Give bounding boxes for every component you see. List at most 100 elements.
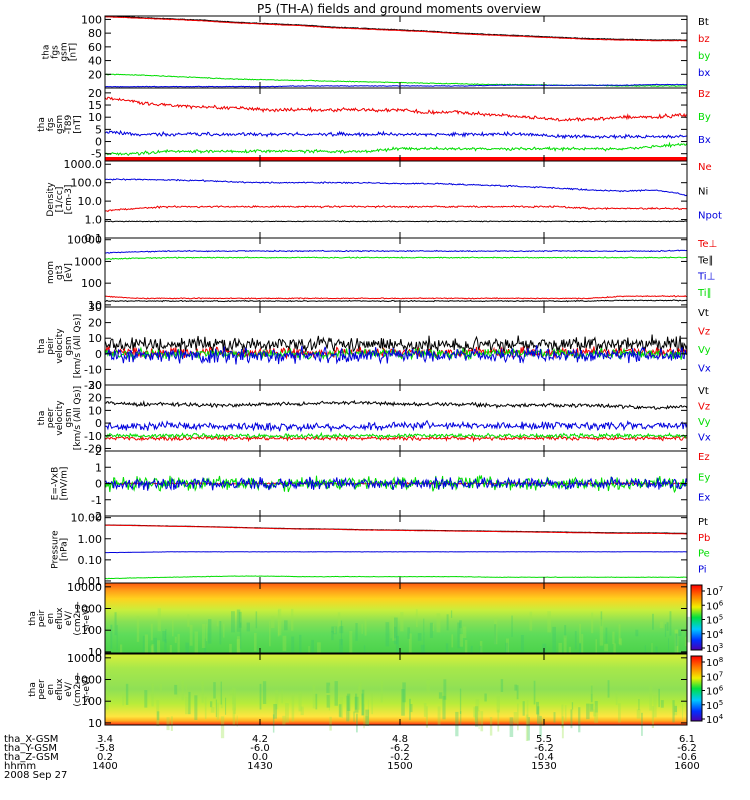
spectrogram-texture bbox=[649, 686, 653, 711]
legend-label: Te∥ bbox=[697, 255, 714, 266]
spectrogram-texture bbox=[282, 635, 287, 651]
footer-value: 4.8 bbox=[392, 734, 408, 745]
spectrogram-texture bbox=[506, 638, 509, 663]
spectrogram-texture bbox=[564, 625, 567, 638]
spectrogram-texture bbox=[361, 693, 364, 716]
spectrogram-texture bbox=[607, 680, 610, 698]
footer-value: 1600 bbox=[674, 761, 699, 772]
y-axis-label: thapeirenefluxeV/(cm2-s-sr-eV) bbox=[28, 601, 92, 635]
spectrogram-texture bbox=[480, 711, 484, 732]
spectrogram-texture bbox=[365, 716, 369, 725]
spectrogram-texture bbox=[170, 716, 173, 731]
y-axis-label: Pressure[nPa] bbox=[51, 530, 70, 569]
legend-label: Ti∥ bbox=[697, 288, 712, 299]
spectrogram-texture bbox=[563, 635, 567, 658]
spectrogram-texture bbox=[272, 714, 275, 733]
spectrogram-texture bbox=[489, 717, 493, 736]
panel-frame bbox=[104, 384, 688, 452]
spectrogram-texture bbox=[233, 688, 236, 714]
spectrogram-texture bbox=[361, 623, 363, 634]
spectrogram-texture bbox=[153, 637, 157, 652]
spectrogram-texture bbox=[157, 608, 161, 632]
legend-label: Vx bbox=[698, 433, 711, 444]
legend-label: by bbox=[698, 51, 710, 62]
spectrogram-texture bbox=[394, 617, 398, 645]
spectrogram-texture bbox=[537, 706, 540, 724]
legend-label: Vy bbox=[698, 345, 711, 356]
spectrogram-texture bbox=[281, 689, 283, 704]
colorbar-tick-label: 104 bbox=[706, 628, 724, 641]
legend-label: Vx bbox=[698, 364, 711, 375]
spectrogram-texture bbox=[359, 682, 362, 691]
y-tick-label: 80 bbox=[88, 27, 102, 40]
spectrogram-texture bbox=[395, 635, 399, 657]
series-line bbox=[104, 220, 688, 223]
spectrogram-texture bbox=[229, 689, 234, 696]
footer-date: 2008 Sep 27 bbox=[4, 770, 67, 781]
y-tick-label: -10 bbox=[84, 363, 102, 376]
spectrogram-texture bbox=[361, 689, 365, 716]
spectrogram-texture bbox=[339, 639, 343, 661]
series-line bbox=[104, 141, 688, 157]
y-tick-label: 30 bbox=[88, 301, 102, 314]
spectrogram-texture bbox=[116, 625, 118, 650]
spectrogram-texture bbox=[273, 704, 277, 719]
spectrogram-texture bbox=[142, 635, 145, 660]
spectrogram-texture bbox=[446, 614, 449, 631]
y-tick-label: 0.01 bbox=[78, 575, 103, 588]
spectrogram-texture bbox=[590, 685, 593, 703]
y-tick-label: 1.00 bbox=[78, 533, 103, 546]
legend-label: Pb bbox=[698, 533, 710, 544]
spectrogram-texture bbox=[188, 691, 191, 715]
spectrogram-texture bbox=[638, 699, 640, 710]
y-tick-label: 20 bbox=[88, 392, 102, 405]
spectrogram-texture bbox=[339, 626, 344, 634]
y-tick-label: 10000 bbox=[67, 652, 102, 665]
spectrogram-texture bbox=[673, 704, 678, 716]
spectrogram-texture bbox=[205, 623, 208, 642]
spectrogram-texture bbox=[177, 633, 180, 654]
series-line bbox=[104, 345, 688, 365]
series-line bbox=[104, 295, 688, 300]
y-tick-label: -5 bbox=[91, 148, 102, 161]
spectrogram-texture bbox=[371, 693, 373, 715]
spectrogram-texture bbox=[459, 620, 462, 629]
spectrogram-texture bbox=[326, 682, 331, 693]
spectrogram-texture bbox=[407, 627, 410, 639]
y-tick-label: 10.0 bbox=[78, 195, 103, 208]
spectrogram-texture bbox=[581, 633, 584, 660]
spectrogram-texture bbox=[437, 706, 441, 726]
series-line bbox=[104, 334, 688, 354]
spectrogram-texture bbox=[462, 626, 467, 638]
spectrogram-texture bbox=[579, 623, 581, 644]
spectrogram-texture bbox=[542, 717, 545, 726]
spectrogram-texture bbox=[174, 684, 178, 695]
spectrogram-texture bbox=[402, 682, 406, 703]
legend-label: Ey bbox=[698, 472, 710, 483]
spectrogram-texture bbox=[236, 639, 240, 654]
y-tick-label: 10000 bbox=[67, 581, 102, 594]
spectrogram-texture bbox=[194, 695, 198, 720]
spectrogram-texture bbox=[354, 696, 359, 713]
spectrogram-texture bbox=[527, 717, 530, 741]
spectrogram-texture bbox=[533, 680, 536, 705]
spectrogram-texture bbox=[394, 626, 397, 639]
y-tick-label: 10 bbox=[88, 717, 102, 730]
spectrogram-texture bbox=[674, 706, 677, 712]
spectrogram-texture bbox=[457, 622, 461, 649]
y-tick-label: 40 bbox=[88, 55, 102, 68]
spectrogram-texture bbox=[216, 618, 219, 627]
y-tick-label: 20 bbox=[88, 317, 102, 330]
spectrogram-image bbox=[105, 583, 687, 654]
spectrogram-texture bbox=[594, 706, 599, 723]
spectrogram-texture bbox=[291, 695, 295, 722]
series-line bbox=[104, 434, 687, 443]
colorbar-tick-label: 107 bbox=[706, 585, 723, 598]
spectrogram-texture bbox=[470, 645, 473, 655]
spectrogram-texture bbox=[201, 623, 206, 648]
y-axis-label: Density[1/cc][cm-3] bbox=[46, 182, 74, 217]
spectrogram-texture bbox=[409, 698, 411, 721]
spectrogram-texture bbox=[144, 690, 148, 708]
